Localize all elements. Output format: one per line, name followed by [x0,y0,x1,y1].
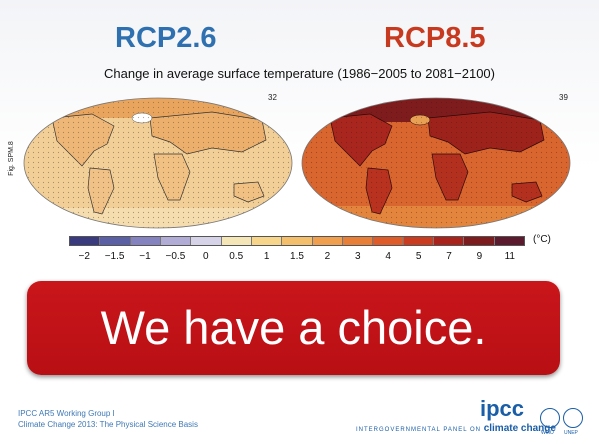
colorbar-swatch [282,237,313,245]
world-map-rcp26 [23,97,293,229]
banner-text: We have a choice. [100,301,487,354]
temperature-colorbar [69,236,525,246]
wmo-logo-icon [540,408,560,428]
colorbar-tick-label: −1.5 [104,251,125,262]
colorbar-swatch [160,237,192,245]
wmo-caption: WMO [541,430,554,436]
colorbar-swatch [191,237,222,245]
colorbar-tick-label: 0.5 [229,251,244,262]
colorbar-swatch [221,237,252,245]
colorbar-tick-label: −0.5 [165,251,186,262]
map-count-right: 39 [559,93,568,102]
ipcc-tagline-small: INTERGOVERNMENTAL PANEL ON [356,427,482,433]
colorbar-tick-label: 9 [476,251,483,262]
colorbar-tick-label: 2 [324,251,331,262]
figure-subtitle: Change in average surface temperature (1… [103,66,495,81]
unep-logo-icon [563,408,583,428]
footer-working-group: IPCC AR5 Working Group I [18,409,115,418]
colorbar-swatch [312,237,343,245]
colorbar-swatch [373,237,404,245]
colorbar-tick-label: 5 [415,251,422,262]
choice-banner: We have a choice. [27,281,560,375]
colorbar-tick-label: 3 [355,251,361,262]
colorbar-tick-label: −1 [139,251,151,262]
figure-label: Fig. SPM.8 [7,141,15,176]
colorbar-tick-label: 11 [504,251,515,262]
colorbar-tick-label: 1 [263,251,270,262]
map-outline [301,97,571,229]
colorbar-swatch [433,237,465,245]
scenario-title-left: RCP2.6 [115,22,217,54]
unep-caption: UNEP [564,430,578,436]
ipcc-tagline-big: climate change [483,423,556,434]
significance-stippling [24,98,292,228]
colorbar-tick-label: 1.5 [290,251,304,262]
colorbar-unit: (°C) [533,234,551,245]
ipcc-tagline: INTERGOVERNMENTAL PANEL ON climate chang… [356,423,556,434]
colorbar-swatch [403,237,434,245]
colorbar-swatch [342,237,374,245]
colorbar-swatch [70,237,101,245]
colorbar-tick-label: 4 [385,251,391,262]
footer-report-title: Climate Change 2013: The Physical Scienc… [18,420,198,429]
scenario-title-right: RCP8.5 [384,22,486,54]
world-map-rcp85 [301,97,571,229]
ipcc-logo: ipcc [480,396,525,421]
colorbar-swatch [251,237,283,245]
colorbar-swatch [130,237,161,245]
map-count-left: 32 [268,93,277,102]
map-outline [23,97,293,229]
colorbar-tick-label: 7 [446,251,452,262]
colorbar-swatch [464,237,495,245]
colorbar-swatch [494,237,524,245]
colorbar-swatch [100,237,131,245]
significance-stippling [302,98,570,228]
colorbar-tick-label: −2 [78,251,90,262]
colorbar-tick-label: 0 [203,251,209,262]
